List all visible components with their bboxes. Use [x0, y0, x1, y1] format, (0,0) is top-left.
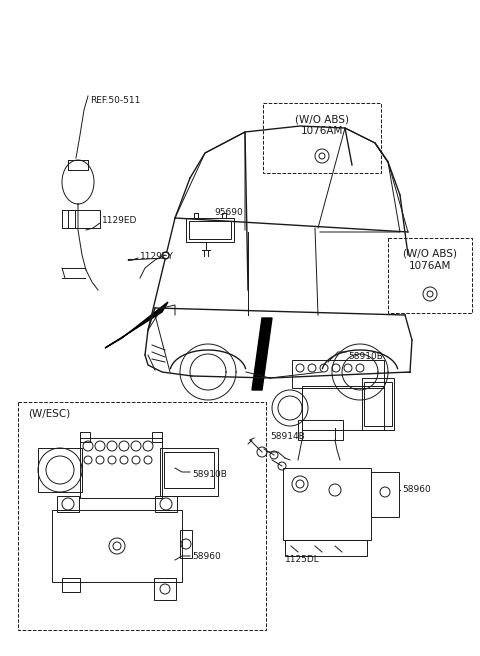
- Polygon shape: [105, 302, 168, 348]
- Bar: [57, 496, 79, 512]
- Bar: [364, 382, 392, 426]
- Bar: [160, 448, 218, 496]
- Text: (W/O ABS)
1076AM: (W/O ABS) 1076AM: [403, 249, 457, 270]
- Bar: [388, 238, 472, 313]
- Bar: [302, 386, 384, 430]
- Bar: [38, 448, 82, 492]
- Text: (W/ESC): (W/ESC): [28, 408, 70, 418]
- Text: 1129EY: 1129EY: [140, 252, 174, 261]
- Bar: [285, 540, 367, 556]
- Bar: [298, 420, 343, 440]
- Bar: [186, 218, 234, 242]
- Bar: [362, 378, 394, 430]
- Bar: [152, 432, 162, 442]
- Text: (W/O ABS)
1076AM: (W/O ABS) 1076AM: [295, 114, 349, 136]
- Bar: [80, 432, 90, 442]
- Text: 58960: 58960: [402, 485, 431, 495]
- Bar: [283, 468, 371, 540]
- Bar: [155, 496, 177, 512]
- Bar: [189, 221, 231, 239]
- Text: 58960: 58960: [192, 552, 221, 561]
- Bar: [180, 530, 192, 558]
- Bar: [80, 438, 162, 498]
- Polygon shape: [252, 318, 272, 390]
- Bar: [292, 360, 384, 388]
- Text: 58914B: 58914B: [270, 432, 305, 441]
- Bar: [371, 472, 399, 517]
- Bar: [164, 452, 214, 488]
- Bar: [18, 402, 266, 630]
- Bar: [154, 578, 176, 600]
- Text: 58910B: 58910B: [192, 470, 227, 479]
- Text: 1129ED: 1129ED: [102, 216, 137, 225]
- Text: REF.50-511: REF.50-511: [90, 96, 140, 105]
- Bar: [52, 510, 182, 582]
- Text: 58910B: 58910B: [348, 352, 383, 361]
- Bar: [62, 578, 80, 592]
- Text: 95690: 95690: [214, 208, 243, 217]
- Bar: [263, 103, 381, 173]
- Text: 1125DL: 1125DL: [285, 555, 320, 564]
